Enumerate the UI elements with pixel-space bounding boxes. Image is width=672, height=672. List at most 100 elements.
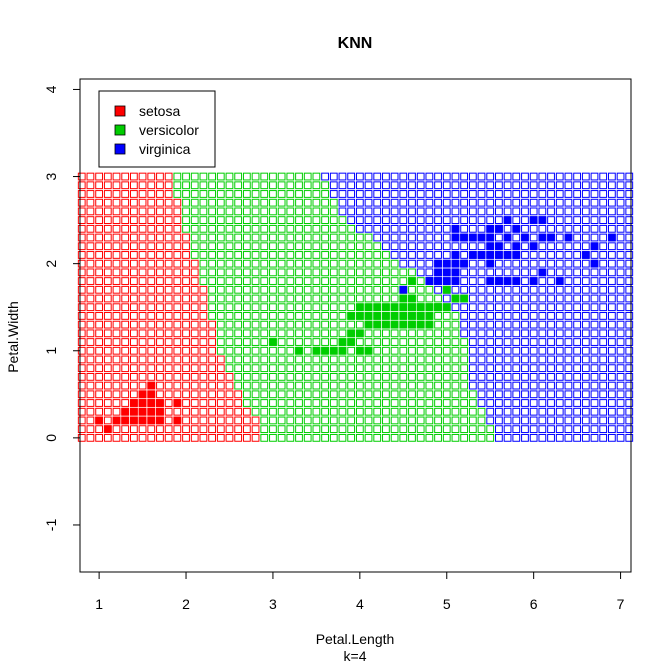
grid-cell-versicolor [468, 390, 477, 399]
grid-cell-versicolor [303, 381, 312, 390]
grid-cell-versicolor [216, 303, 225, 312]
grid-cell-virginica [495, 303, 503, 312]
grid-cell-virginica [607, 320, 616, 329]
grid-cell-versicolor [442, 399, 451, 407]
grid-cell-setosa [77, 285, 86, 294]
grid-cell-versicolor [208, 207, 216, 216]
grid-cell-setosa [121, 285, 130, 294]
grid-cell-setosa [129, 338, 138, 346]
grid-cell-versicolor [399, 416, 408, 425]
grid-cell-virginica [477, 390, 486, 399]
grid-cell-virginica [599, 277, 608, 285]
grid-cell-versicolor [190, 172, 199, 181]
grid-cell-virginica [555, 224, 564, 233]
grid-cell-virginica [547, 251, 555, 259]
grid-cell-versicolor [208, 268, 216, 277]
grid-cell-setosa [199, 303, 208, 312]
grid-cell-virginica [477, 303, 486, 312]
grid-cell-versicolor [260, 285, 269, 294]
grid-cell-versicolor [434, 372, 442, 381]
grid-cell-virginica [625, 320, 634, 329]
grid-cell-versicolor [234, 190, 243, 198]
grid-cell-setosa [77, 190, 86, 198]
grid-cell-virginica [416, 172, 425, 181]
point-versicolor [312, 346, 321, 355]
grid-cell-versicolor [382, 251, 390, 259]
grid-cell-versicolor [242, 181, 251, 190]
grid-cell-virginica [408, 181, 416, 190]
grid-cell-versicolor [329, 364, 338, 373]
grid-cell-virginica [503, 329, 512, 338]
grid-cell-setosa [225, 433, 234, 442]
grid-cell-setosa [77, 320, 86, 329]
grid-cell-versicolor [399, 268, 408, 277]
grid-cell-setosa [216, 364, 225, 373]
grid-cell-setosa [156, 259, 164, 268]
grid-cell-virginica [321, 172, 329, 181]
grid-cell-versicolor [312, 372, 321, 381]
grid-cell-versicolor [338, 233, 347, 242]
grid-cell-setosa [190, 372, 199, 381]
grid-cell-versicolor [408, 433, 416, 442]
point-virginica [512, 242, 521, 251]
grid-cell-versicolor [234, 259, 243, 268]
grid-cell-setosa [199, 285, 208, 294]
grid-cell-versicolor [269, 312, 277, 320]
grid-cell-virginica [564, 346, 573, 355]
grid-cell-virginica [625, 224, 634, 233]
grid-cell-versicolor [208, 294, 216, 303]
grid-cell-setosa [112, 320, 121, 329]
grid-cell-virginica [503, 381, 512, 390]
grid-cell-versicolor [451, 399, 460, 407]
grid-cell-setosa [182, 433, 190, 442]
grid-cell-virginica [460, 268, 469, 277]
grid-cell-virginica [477, 381, 486, 390]
grid-cell-versicolor [190, 251, 199, 259]
grid-cell-virginica [564, 329, 573, 338]
grid-cell-versicolor [295, 407, 303, 416]
grid-cell-versicolor [277, 329, 286, 338]
grid-cell-versicolor [382, 425, 390, 434]
grid-cell-setosa [164, 216, 173, 225]
grid-cell-virginica [521, 355, 529, 364]
grid-cell-setosa [95, 346, 104, 355]
grid-cell-virginica [442, 207, 451, 216]
grid-cell-setosa [251, 416, 260, 425]
point-virginica [468, 251, 477, 259]
grid-cell-setosa [173, 338, 182, 346]
grid-cell-setosa [103, 242, 112, 251]
grid-cell-setosa [164, 372, 173, 381]
grid-cell-setosa [86, 381, 95, 390]
grid-cell-versicolor [303, 224, 312, 233]
grid-cell-versicolor [434, 346, 442, 355]
grid-cell-virginica [555, 355, 564, 364]
grid-cell-virginica [451, 207, 460, 216]
point-versicolor [364, 303, 373, 312]
grid-cell-versicolor [416, 433, 425, 442]
grid-cell-versicolor [225, 355, 234, 364]
grid-cell-setosa [95, 320, 104, 329]
grid-cell-versicolor [277, 294, 286, 303]
grid-cell-virginica [512, 268, 521, 277]
grid-cell-setosa [103, 198, 112, 207]
grid-cell-virginica [390, 224, 399, 233]
grid-cell-setosa [121, 425, 130, 434]
grid-cell-setosa [156, 277, 164, 285]
grid-cell-virginica [564, 277, 573, 285]
grid-cell-setosa [138, 338, 147, 346]
grid-cell-versicolor [286, 172, 295, 181]
grid-cell-versicolor [434, 399, 442, 407]
grid-cell-virginica [503, 303, 512, 312]
point-versicolor [425, 320, 434, 329]
grid-cell-setosa [121, 364, 130, 373]
grid-cell-virginica [347, 190, 356, 198]
grid-cell-virginica [573, 320, 582, 329]
grid-cell-virginica [329, 172, 338, 181]
grid-cell-versicolor [303, 233, 312, 242]
grid-cell-virginica [625, 285, 634, 294]
grid-cell-virginica [573, 224, 582, 233]
grid-cell-virginica [486, 399, 495, 407]
grid-cell-versicolor [286, 320, 295, 329]
grid-cell-virginica [581, 399, 590, 407]
grid-cell-setosa [208, 381, 216, 390]
